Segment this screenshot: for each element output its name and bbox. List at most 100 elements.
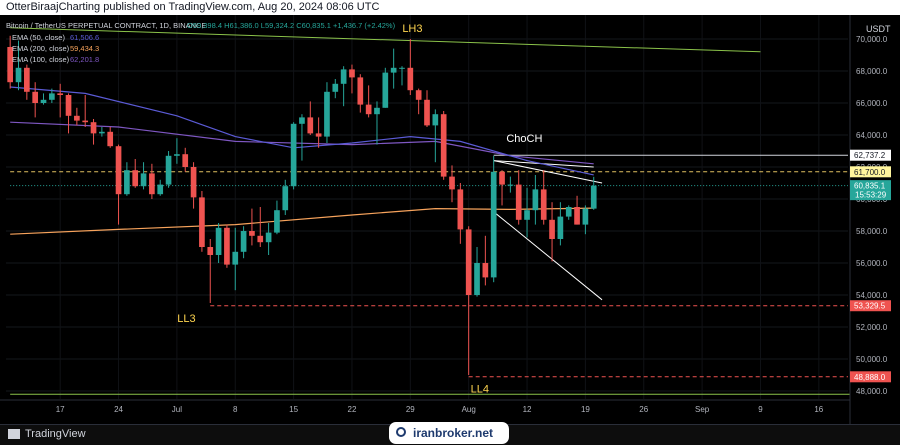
trendline — [493, 211, 603, 301]
price-tick: 52,000.0 — [856, 323, 888, 332]
candle-body — [124, 170, 130, 195]
legend-ema-value: 59,434.3 — [70, 44, 99, 53]
candle-body — [474, 263, 480, 295]
price-tick: 56,000.0 — [856, 259, 888, 268]
legend-ema-name: EMA (200, close) — [12, 44, 70, 53]
countdown-label: 15:53:29 — [855, 191, 887, 200]
candle-body — [532, 189, 539, 211]
candle-body — [240, 231, 247, 252]
price-label-bg — [850, 371, 891, 383]
tradingview-brand: TradingView — [25, 428, 86, 440]
globe-icon — [396, 427, 406, 437]
publisher-text: OtterBiraajCharting published on Trading… — [6, 1, 380, 13]
time-tick: 15 — [289, 405, 298, 414]
candle-body — [315, 133, 322, 137]
time-tick: Aug — [462, 405, 476, 414]
candle-body — [199, 197, 205, 247]
candle-body — [390, 67, 397, 73]
time-axis[interactable]: 17 24 Jul 8 15 22 29 Aug 12 19 26 Sep 9 16 — [0, 399, 850, 414]
candle-body — [140, 173, 147, 187]
legend-ema-value: 62,201.8 — [70, 55, 99, 64]
candle-body — [82, 120, 89, 123]
time-tick: 26 — [639, 405, 648, 414]
ema200-line — [10, 207, 594, 235]
grid — [6, 15, 848, 399]
candle-body — [582, 208, 589, 225]
trendline — [10, 27, 761, 53]
candle-body — [290, 123, 297, 187]
price-label-bg — [850, 166, 891, 178]
price-tick: 58,000.0 — [856, 227, 888, 236]
candle-body — [190, 167, 197, 198]
chart-annotations: LH3 ChoCH LL3 LL4 — [177, 23, 542, 395]
price-tick: 66,000.0 — [856, 99, 888, 108]
time-tick: Jul — [172, 405, 182, 414]
candle-body — [274, 210, 280, 233]
price-label: 61,700.0 — [854, 168, 886, 177]
candle-body — [557, 216, 564, 239]
ema-lines — [10, 86, 594, 235]
label-ll3: LL3 — [177, 313, 195, 325]
price-chart[interactable]: LH3 ChoCH LL3 LL4 USDT 48,000.0 50,000.0 52,00… — [0, 15, 900, 424]
candle-body — [40, 99, 47, 103]
candle-body — [432, 114, 439, 126]
candle-body — [299, 117, 305, 124]
candle-body — [165, 155, 172, 185]
price-label-bg — [850, 180, 891, 201]
price-levels — [10, 154, 848, 378]
candle-body — [499, 171, 505, 185]
watermark-text: iranbroker.net — [413, 426, 494, 440]
price-tick: 48,000.0 — [856, 387, 888, 396]
legend-ema-value: 61,506.6 — [70, 33, 99, 42]
legend-ema-name: EMA (50, close) — [12, 33, 65, 42]
candle-body — [282, 186, 289, 211]
time-tick: 19 — [581, 405, 590, 414]
time-tick: 24 — [114, 405, 123, 414]
trendlines[interactable] — [10, 27, 853, 395]
candle-body — [7, 47, 14, 83]
price-tick: 64,000.0 — [856, 131, 888, 140]
tradingview-logo[interactable]: TradingView — [8, 428, 86, 440]
time-tick: 29 — [406, 405, 415, 414]
candle-body — [174, 154, 180, 156]
price-tick: 50,000.0 — [856, 355, 888, 364]
candle-body — [99, 131, 105, 134]
candle-body — [265, 232, 272, 243]
candle-body — [149, 173, 155, 195]
candles — [7, 35, 597, 375]
time-tick: 17 — [56, 405, 65, 414]
candle-body — [374, 107, 380, 115]
candle-body — [540, 189, 547, 220]
candle-body — [32, 91, 39, 103]
candle-body — [307, 117, 314, 134]
label-ll4: LL4 — [471, 384, 489, 396]
price-label: 48,888.0 — [854, 373, 886, 382]
label-choch: ChoCH — [506, 133, 542, 145]
price-axis[interactable]: USDT 48,000.0 50,000.0 52,000.0 54,000.0 56,0… — [849, 15, 900, 424]
candle-body — [440, 114, 447, 177]
candle-body — [182, 154, 189, 167]
time-tick: Sep — [695, 405, 710, 414]
time-tick: 9 — [758, 405, 763, 414]
time-tick: 12 — [523, 405, 532, 414]
candle-body — [349, 69, 355, 78]
candle-body — [232, 251, 239, 265]
price-tick: 70,000.0 — [856, 35, 888, 44]
candle-body — [15, 67, 22, 83]
candle-body — [515, 184, 522, 220]
candle-body — [524, 210, 530, 220]
candle-body — [574, 207, 580, 225]
candle-body — [365, 104, 372, 115]
candle-body — [565, 207, 572, 217]
candle-body — [482, 263, 489, 278]
candle-body — [324, 91, 330, 137]
candle-body — [549, 219, 555, 239]
candle-body — [332, 83, 339, 92]
candle-body — [449, 176, 455, 190]
legend-ohlc: O59,398.4 H61,386.0 L59,324.2 C60,835.1 … — [187, 21, 396, 30]
candle-body — [415, 90, 422, 100]
candle-body — [207, 247, 214, 255]
candle-body — [507, 184, 514, 186]
candle-body — [357, 77, 364, 105]
price-label: 53,329.5 — [854, 302, 886, 311]
